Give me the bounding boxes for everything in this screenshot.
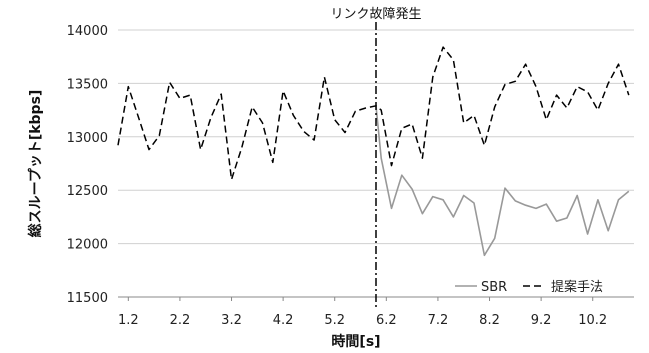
legend: SBR 提案手法 [455, 279, 603, 295]
y-axis-title: 総スループット[kbps] [27, 90, 44, 238]
legend-label-proposed: 提案手法 [551, 279, 603, 295]
y-tick-label: 13500 [67, 77, 108, 92]
x-tick-label: 10.2 [578, 313, 607, 328]
x-tick-label: 5.2 [324, 313, 345, 328]
series-lines [117, 46, 630, 257]
link-failure-label: リンク故障発生 [330, 7, 421, 22]
link-failure-annotation: リンク故障発生 [330, 7, 422, 309]
y-tick-label: 13000 [67, 131, 108, 146]
y-tick-label: 12500 [67, 184, 108, 199]
y-tick-label: 11500 [67, 291, 108, 306]
legend-label-sbr: SBR [481, 280, 507, 295]
x-tick-label: 6.2 [376, 313, 397, 328]
x-tick-label: 2.2 [170, 313, 191, 328]
x-tick-label: 7.2 [428, 313, 449, 328]
x-tick-label: 1.2 [118, 313, 139, 328]
x-tick-label: 3.2 [221, 313, 242, 328]
x-axis-title: 時間[s] [331, 333, 380, 350]
x-tick-label: 4.2 [273, 313, 294, 328]
x-tick-label: 8.2 [479, 313, 500, 328]
series-line-proposed [117, 46, 630, 181]
y-tick-label: 12000 [67, 238, 108, 253]
x-axis-ticks: 1.2 2.2 3.2 4.2 5.2 6.2 7.2 8.2 9.2 10.2 [118, 297, 607, 328]
y-tick-label: 14000 [67, 24, 108, 39]
series-line-sbr [375, 105, 630, 257]
y-axis-ticks: 11500 12000 12500 13000 13500 14000 [67, 24, 108, 306]
x-tick-label: 9.2 [531, 313, 552, 328]
